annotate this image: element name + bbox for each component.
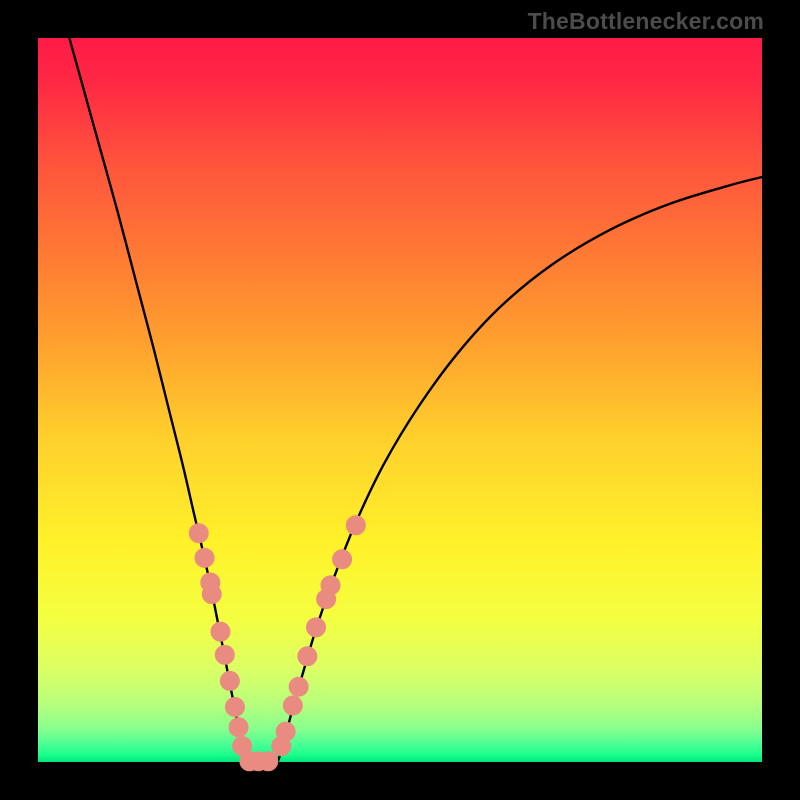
plot-background: [38, 38, 762, 762]
marker-dot: [333, 550, 352, 569]
marker-dot: [215, 645, 234, 664]
marker-dot: [211, 622, 230, 641]
marker-dot: [220, 671, 239, 690]
marker-dot: [202, 585, 221, 604]
marker-dot: [259, 752, 278, 771]
marker-dot: [321, 576, 340, 595]
marker-dot: [307, 618, 326, 637]
marker-dot: [225, 697, 244, 716]
marker-dot: [346, 516, 365, 535]
watermark-text: TheBottlenecker.com: [528, 8, 764, 35]
marker-dot: [276, 722, 295, 741]
marker-dot: [229, 718, 248, 737]
marker-dot: [195, 548, 214, 567]
marker-dot: [283, 696, 302, 715]
marker-dot: [298, 647, 317, 666]
marker-dot: [189, 524, 208, 543]
chart-svg: [0, 0, 800, 800]
marker-dot: [289, 677, 308, 696]
